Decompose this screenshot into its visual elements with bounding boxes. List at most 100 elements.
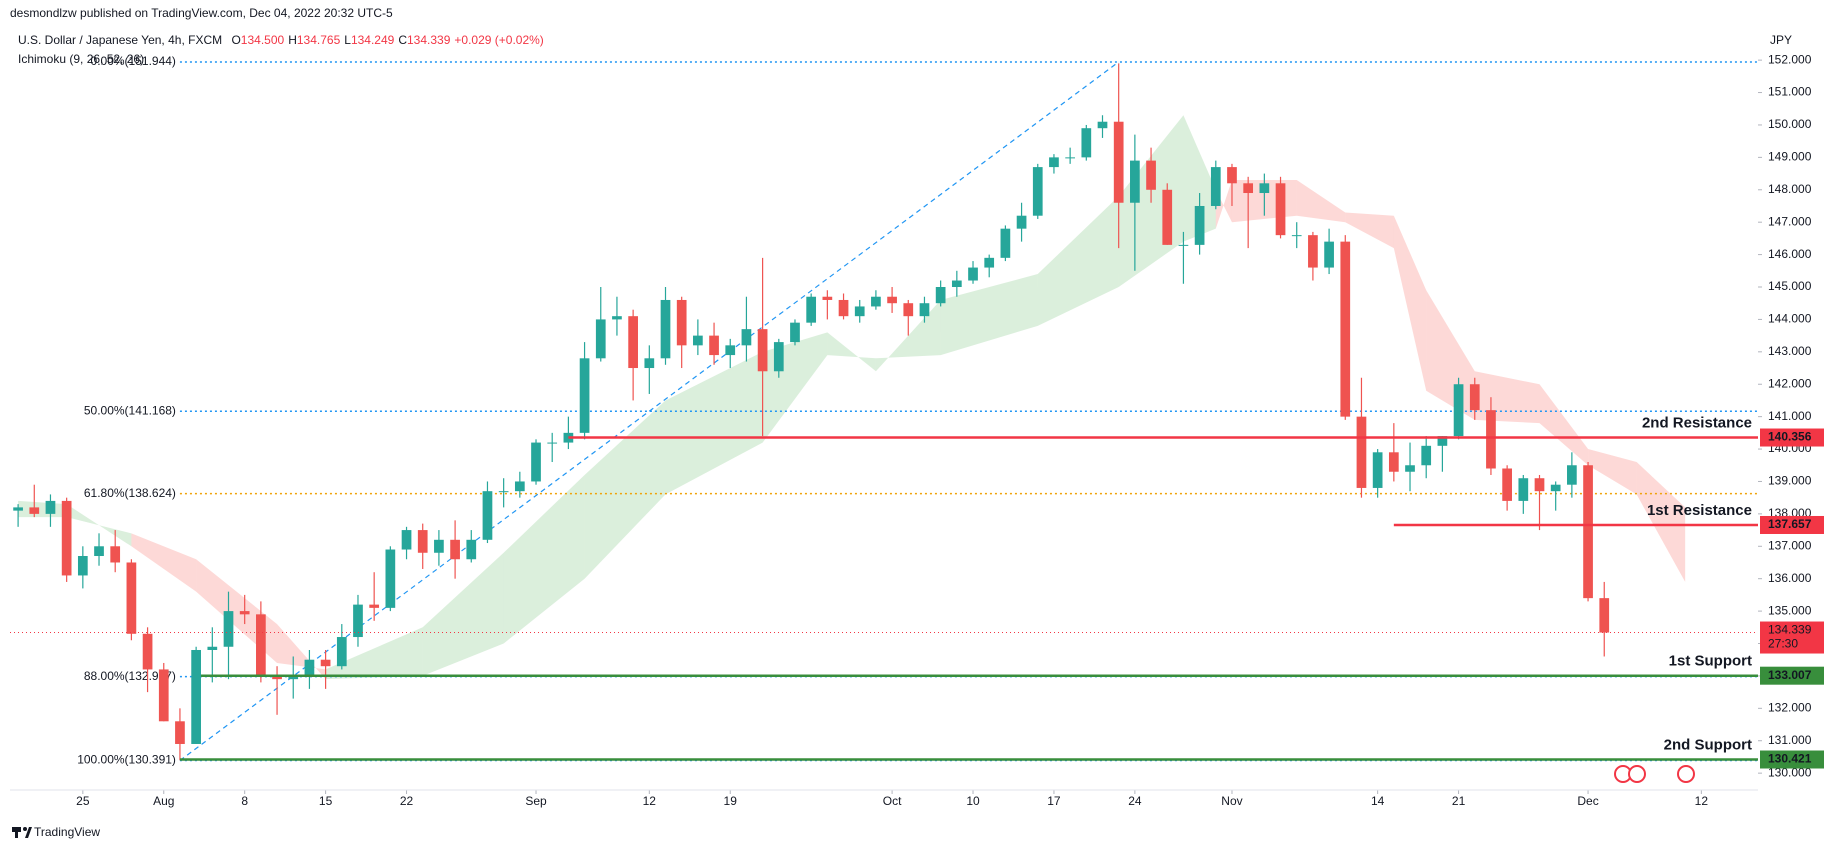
x-tick-label: 25 <box>76 794 90 808</box>
candle-body <box>94 546 104 557</box>
candle-body <box>1567 465 1577 485</box>
candle-body <box>854 306 865 317</box>
candle-body <box>336 637 347 667</box>
candle-body <box>757 329 768 372</box>
fib-trend-line <box>179 61 1120 761</box>
x-tick-label: Dec <box>1577 794 1598 808</box>
candle-body <box>1113 121 1124 203</box>
cloud-segment <box>1588 449 1637 495</box>
cloud-segment <box>827 332 876 372</box>
y-tick-label: 139.000 <box>1768 474 1812 488</box>
footer: TradingView <box>34 825 100 839</box>
legend: U.S. Dollar / Japanese Yen, 4h, FXCM O13… <box>18 33 544 47</box>
candle-body <box>401 530 412 550</box>
candle-body <box>1534 478 1545 492</box>
candle-body <box>1291 235 1302 237</box>
level-tag-label: 130.421 <box>1768 752 1812 766</box>
candle-body <box>1032 167 1043 216</box>
candle-body <box>288 675 299 680</box>
last-price-label: 134.339 <box>1768 623 1812 637</box>
candle-body <box>579 358 590 433</box>
ohlc-value: 134.339 <box>407 33 451 47</box>
cloud-segment <box>422 552 504 676</box>
level-name: 1st Resistance <box>1647 502 1752 519</box>
candle-body <box>256 614 266 676</box>
cloud-segment <box>665 351 763 495</box>
candle-body <box>1324 241 1334 268</box>
candle-body <box>1000 228 1011 258</box>
cloud-segment <box>584 400 666 579</box>
y-tick-label: 132.000 <box>1768 701 1812 715</box>
candle-body <box>1486 410 1496 469</box>
cloud-segment <box>1183 115 1216 242</box>
x-tick-label: 24 <box>1128 794 1142 808</box>
candle-body <box>1065 157 1075 159</box>
candle-body <box>514 481 525 492</box>
candle-body <box>1583 465 1593 599</box>
y-tick-label: 145.000 <box>1768 279 1812 293</box>
x-tick-label: 17 <box>1047 794 1061 808</box>
candle-body <box>547 442 558 444</box>
y-tick-label: 152.000 <box>1768 52 1812 66</box>
candle-body <box>1097 121 1108 129</box>
candle-body <box>1372 452 1383 488</box>
level-name: 2nd Resistance <box>1642 414 1752 431</box>
candle-body <box>498 491 509 493</box>
candle-body <box>239 611 250 615</box>
cloud-segment <box>1037 196 1119 326</box>
candle-body <box>612 316 622 320</box>
candle-body <box>304 659 315 676</box>
cloud-segment <box>277 624 326 680</box>
x-tick-label: 10 <box>966 794 980 808</box>
y-tick-label: 131.000 <box>1768 733 1812 747</box>
candle-body <box>919 303 930 317</box>
ohlc-key: L <box>344 33 351 47</box>
ohlc-key: H <box>288 33 297 47</box>
candle-body <box>61 500 72 576</box>
candle-body <box>790 322 800 343</box>
y-tick-label: 142.000 <box>1768 376 1812 390</box>
candle-body <box>676 299 687 346</box>
candle-body <box>369 604 380 608</box>
level-name: 2nd Support <box>1664 736 1752 753</box>
candle-body <box>13 507 23 511</box>
x-tick-label: 12 <box>643 794 657 808</box>
candle-body <box>1146 160 1156 190</box>
header: desmondlzw published on TradingView.com,… <box>10 6 393 20</box>
candle-body <box>628 316 638 369</box>
candle-body <box>1178 244 1189 246</box>
candle-body <box>595 319 606 359</box>
candle-body <box>1437 436 1448 446</box>
candle-body <box>191 649 201 744</box>
cloud-segment <box>1539 384 1589 466</box>
ohlc-key: O <box>231 33 240 47</box>
cloud-segment <box>503 474 585 644</box>
candle-body <box>1356 416 1367 488</box>
candle-body <box>272 675 282 680</box>
candle-body <box>822 296 833 300</box>
candle-body <box>466 539 477 560</box>
level-name: 1st Support <box>1669 653 1752 670</box>
cloud-segment <box>1215 180 1232 229</box>
event-icon[interactable] <box>1628 765 1646 783</box>
candle-body <box>45 500 56 514</box>
candle-body <box>1550 484 1561 492</box>
candle-body <box>1405 465 1415 472</box>
candle-body <box>207 646 218 650</box>
y-tick-label: 147.000 <box>1768 214 1812 228</box>
candle-body <box>693 335 703 346</box>
candle-body <box>773 342 784 372</box>
candle-body <box>1453 384 1464 437</box>
candle-body <box>126 562 137 634</box>
ohlc-value: 134.500 <box>241 33 285 47</box>
level-tag <box>1760 428 1824 447</box>
candle-body <box>1081 128 1092 158</box>
cloud-segment <box>66 504 132 547</box>
candle-body <box>871 296 881 307</box>
event-icon[interactable] <box>1677 765 1695 783</box>
y-tick-label: 141.000 <box>1768 409 1812 423</box>
cloud-segment <box>131 533 197 592</box>
ohlc-value: 134.765 <box>297 33 341 47</box>
